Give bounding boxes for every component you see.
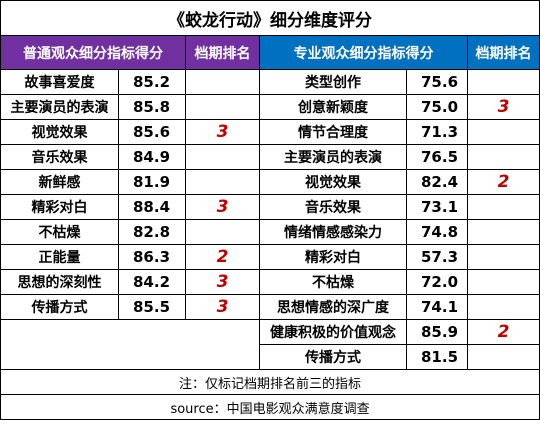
pro-rank-cell [466,269,540,295]
audience-rank-cell [185,219,260,245]
table-row: 正能量 86.3 2 精彩对白 57.3 [0,244,540,270]
audience-metric-score: 88.4 [118,194,186,220]
table-row: 不枯燥 82.8 情绪情感感染力 74.8 [0,219,540,245]
pro-rank-cell: 2 [466,319,540,345]
audience-metric-score: 85.8 [118,94,186,120]
table-title: 《蛟龙行动》细分维度评分 [0,0,540,36]
audience-metric-label: 故事喜爱度 [0,69,119,95]
pro-rank-cell: 2 [466,169,540,195]
pro-metric-label: 主要演员的表演 [259,144,407,170]
audience-metric-score: 84.9 [118,144,186,170]
table-row: 新鲜感 81.9 视觉效果 82.4 2 [0,169,540,195]
pro-metric-score: 74.8 [406,219,468,245]
footnote-text: 注：仅标记档期排名前三的指标 [0,369,540,395]
audience-metric-label: 传播方式 [0,294,119,320]
audience-metric-score: 84.2 [118,269,186,295]
pro-metric-score: 71.3 [406,119,468,145]
pro-metric-label: 精彩对白 [259,244,407,270]
audience-rank-cell [185,144,260,170]
pro-metric-label: 音乐效果 [259,194,407,220]
audience-rank-cell: 3 [185,294,260,320]
pro-rank-cell [466,119,540,145]
audience-metric-score: 81.9 [118,169,186,195]
pro-rank-cell: 3 [466,94,540,120]
pro-metric-header: 专业观众细分指标得分 [259,35,468,70]
pro-metric-score: 73.1 [406,194,468,220]
table-row: 主要演员的表演 85.8 创意新颖度 75.0 3 [0,94,540,120]
audience-metric-score: 85.6 [118,119,186,145]
audience-rank-cell: 3 [185,194,260,220]
pro-rank-cell [466,244,540,270]
audience-metric-label: 精彩对白 [0,194,119,220]
pro-metric-score: 81.5 [406,344,468,370]
audience-metric-score: 86.3 [118,244,186,270]
pro-metric-score: 72.0 [406,269,468,295]
audience-rank-cell: 3 [185,269,260,295]
table-row: 精彩对白 88.4 3 音乐效果 73.1 [0,194,540,220]
audience-metric-label: 不枯燥 [0,219,119,245]
audience-metric-header: 普通观众细分指标得分 [0,35,186,70]
audience-metric-label: 视觉效果 [0,119,119,145]
audience-rank-cell [185,169,260,195]
table-row: 传播方式 81.5 [1,344,540,370]
pro-metric-score: 74.1 [406,294,468,320]
pro-rank-cell [466,194,540,220]
pro-rank-cell [466,69,540,95]
pro-metric-score: 75.6 [406,69,468,95]
pro-metric-label: 类型创作 [259,69,407,95]
table-row: 健康积极的价值观念 85.9 2 [0,319,540,370]
audience-metric-score: 85.2 [118,69,186,95]
audience-metric-label: 新鲜感 [0,169,119,195]
pro-rank-header: 档期排名 [466,35,540,70]
audience-metric-label: 音乐效果 [0,144,119,170]
audience-rank-cell [185,69,260,95]
pro-metric-score: 85.9 [406,319,468,345]
pro-metric-label: 情绪情感感染力 [259,219,407,245]
pro-metric-score: 82.4 [406,169,468,195]
pro-rank-cell [466,219,540,245]
audience-rank-cell [185,94,260,120]
pro-rank-cell [466,344,540,370]
audience-metric-label: 正能量 [0,244,119,270]
pro-metric-label: 不枯燥 [259,269,407,295]
blank-merged-cell [0,319,260,370]
pro-rank-cell [466,294,540,320]
table-row: 传播方式 85.5 3 思想情感的深广度 74.1 [0,294,540,320]
audience-rank-cell: 2 [185,244,260,270]
table-row: 视觉效果 85.6 3 情节合理度 71.3 [0,119,540,145]
pro-metric-score: 75.0 [406,94,468,120]
audience-metric-score: 85.5 [118,294,186,320]
audience-rank-header: 档期排名 [185,35,260,70]
table-row: 故事喜爱度 85.2 类型创作 75.6 [0,69,540,95]
pro-metric-label: 健康积极的价值观念 [259,319,407,345]
pro-metric-label: 传播方式 [259,344,407,370]
pro-metric-label: 创意新颖度 [259,94,407,120]
pro-rank-cell [466,144,540,170]
pro-metric-label: 思想情感的深广度 [259,294,407,320]
source-text: source：中国电影观众满意度调查 [0,394,540,420]
audience-rank-cell: 3 [185,119,260,145]
pro-metric-score: 76.5 [406,144,468,170]
pro-metric-label: 情节合理度 [259,119,407,145]
pro-metric-label: 视觉效果 [259,169,407,195]
audience-metric-label: 主要演员的表演 [0,94,119,120]
audience-metric-label: 思想的深刻性 [0,269,119,295]
table-row: 音乐效果 84.9 主要演员的表演 76.5 [0,144,540,170]
audience-metric-score: 82.8 [118,219,186,245]
pro-metric-score: 57.3 [406,244,468,270]
table-row: 思想的深刻性 84.2 3 不枯燥 72.0 [0,269,540,295]
rating-table: 《蛟龙行动》细分维度评分 普通观众细分指标得分 档期排名 专业观众细分指标得分 … [0,0,540,420]
